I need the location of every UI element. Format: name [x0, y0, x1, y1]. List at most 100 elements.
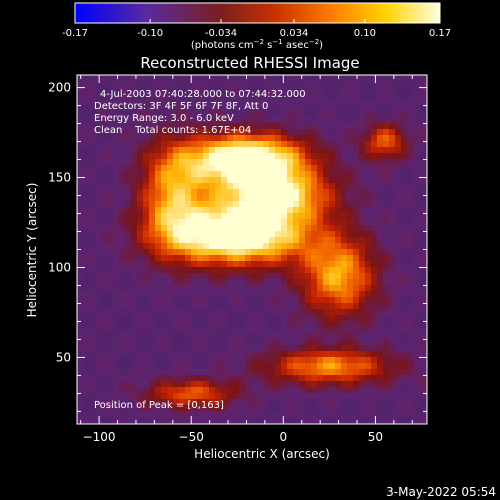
heatmap-cell [245, 159, 251, 165]
heatmap-cell [413, 393, 419, 399]
heatmap-cell [107, 75, 113, 81]
heatmap-cell [317, 219, 323, 225]
heatmap-cell [161, 339, 167, 345]
heatmap-cell [395, 219, 401, 225]
heatmap-cell [179, 165, 185, 171]
heatmap-cell [185, 321, 191, 327]
heatmap-cell [89, 117, 95, 123]
heatmap-cell [311, 171, 317, 177]
heatmap-cell [149, 201, 155, 207]
heatmap-cell [389, 375, 395, 381]
heatmap-cell [227, 225, 233, 231]
heatmap-cell [185, 93, 191, 99]
heatmap-cell [377, 201, 383, 207]
heatmap-cell [299, 267, 305, 273]
heatmap-cell [209, 81, 215, 87]
heatmap-cell [365, 93, 371, 99]
heatmap-cell [341, 261, 347, 267]
heatmap-cell [401, 399, 407, 405]
heatmap-cell [359, 333, 365, 339]
heatmap-cell [131, 363, 137, 369]
heatmap-cell [353, 207, 359, 213]
heatmap-cell [233, 237, 239, 243]
heatmap-cell [191, 339, 197, 345]
heatmap-cell [155, 249, 161, 255]
heatmap-cell [389, 351, 395, 357]
heatmap-cell [347, 399, 353, 405]
heatmap-cell [239, 171, 245, 177]
heatmap-cell [89, 237, 95, 243]
heatmap-cell [383, 225, 389, 231]
heatmap-cell [239, 363, 245, 369]
heatmap-cell [281, 111, 287, 117]
heatmap-cell [131, 123, 137, 129]
heatmap-cell [341, 237, 347, 243]
heatmap-cell [149, 81, 155, 87]
heatmap-cell [359, 99, 365, 105]
heatmap-cell [155, 399, 161, 405]
heatmap-cell [305, 321, 311, 327]
heatmap-cell [95, 87, 101, 93]
heatmap-cell [293, 255, 299, 261]
heatmap-cell [383, 177, 389, 183]
heatmap-cell [269, 321, 275, 327]
heatmap-cell [137, 339, 143, 345]
heatmap-cell [275, 123, 281, 129]
heatmap-cell [149, 345, 155, 351]
heatmap-cell [299, 381, 305, 387]
annotation-time-range: 4-Jul-2003 07:40:28.000 to 07:44:32.000 [100, 89, 306, 100]
heatmap-cell [185, 75, 191, 81]
heatmap-cell [227, 237, 233, 243]
heatmap-cell [107, 129, 113, 135]
heatmap-cell [263, 189, 269, 195]
heatmap-cell [353, 369, 359, 375]
heatmap-cell [407, 411, 413, 417]
heatmap-cell [155, 327, 161, 333]
heatmap-cell [269, 333, 275, 339]
heatmap-cell [311, 399, 317, 405]
heatmap-cell [161, 375, 167, 381]
heatmap-cell [227, 207, 233, 213]
heatmap-cell [83, 177, 89, 183]
heatmap-cell [149, 285, 155, 291]
heatmap-cell [167, 147, 173, 153]
heatmap-cell [293, 309, 299, 315]
heatmap-cell [83, 171, 89, 177]
heatmap-cell [413, 375, 419, 381]
heatmap-cell [173, 237, 179, 243]
heatmap-cell [185, 261, 191, 267]
heatmap-cell [365, 327, 371, 333]
heatmap-cell [89, 261, 95, 267]
heatmap-cell [329, 393, 335, 399]
heatmap-cell [251, 393, 257, 399]
heatmap-cell [137, 351, 143, 357]
heatmap-cell [95, 177, 101, 183]
heatmap-cell [245, 393, 251, 399]
heatmap-cell [275, 381, 281, 387]
heatmap-cell [197, 339, 203, 345]
heatmap-cell [143, 153, 149, 159]
heatmap-cell [185, 339, 191, 345]
heatmap-cell [335, 279, 341, 285]
heatmap-cell [407, 87, 413, 93]
heatmap-cell [305, 183, 311, 189]
heatmap-cell [371, 177, 377, 183]
heatmap-cell [293, 405, 299, 411]
heatmap-cell [161, 405, 167, 411]
heatmap-cell [347, 141, 353, 147]
heatmap-cell [191, 237, 197, 243]
heatmap-cell [287, 411, 293, 417]
heatmap-cell [287, 363, 293, 369]
heatmap-cell [341, 153, 347, 159]
heatmap-cell [227, 81, 233, 87]
heatmap-cell [137, 261, 143, 267]
heatmap-cell [377, 267, 383, 273]
heatmap-cell [155, 201, 161, 207]
heatmap-cell [233, 171, 239, 177]
heatmap-cell [317, 213, 323, 219]
heatmap-cell [329, 369, 335, 375]
heatmap-cell [317, 309, 323, 315]
heatmap-cell [293, 219, 299, 225]
heatmap-cell [407, 333, 413, 339]
heatmap-cell [347, 387, 353, 393]
